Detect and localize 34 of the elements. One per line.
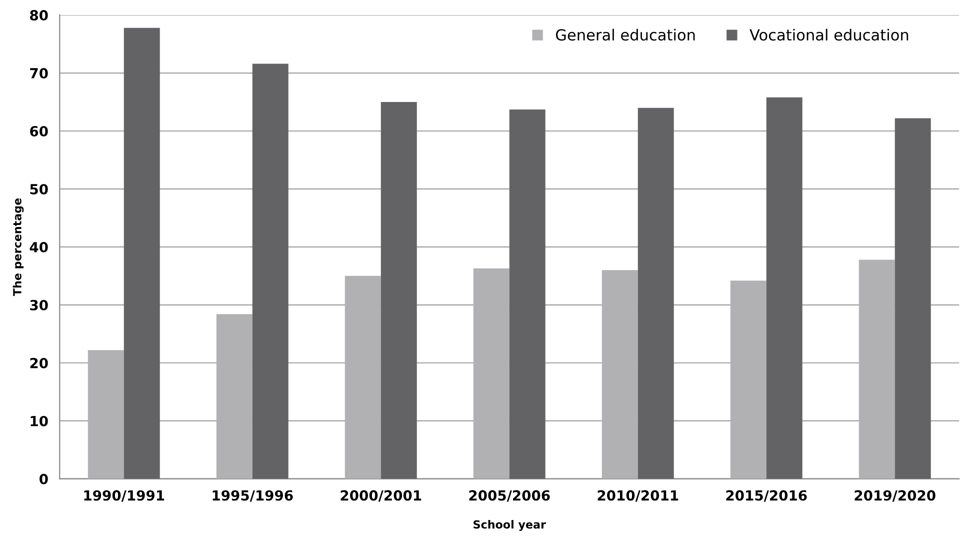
bar: [858, 260, 895, 479]
x-tick-label: 2005/2006: [469, 490, 550, 502]
bar: [380, 102, 417, 479]
x-tick-label: 2019/2020: [854, 490, 936, 502]
y-tick-label: 0: [40, 474, 48, 484]
bar: [509, 110, 546, 479]
legend-label: Vocational education: [750, 28, 908, 41]
bar: [124, 28, 160, 479]
x-tick-label: 1990/1991: [84, 490, 164, 502]
x-tick-label: 2000/2001: [340, 490, 422, 502]
y-tick-label: 70: [30, 68, 48, 79]
y-tick-label: 30: [30, 300, 48, 310]
x-tick-label: 2010/2011: [598, 490, 678, 502]
bar: [344, 276, 381, 479]
y-axis-title: The percentage: [12, 198, 24, 296]
bar: [894, 118, 931, 479]
bar: [216, 314, 252, 479]
x-tick-label: 1995/1996: [212, 490, 293, 502]
bar: [252, 64, 288, 479]
bar: [730, 280, 766, 479]
y-tick-label: 80: [30, 10, 48, 21]
bar: [88, 350, 124, 479]
y-tick-label: 40: [30, 242, 48, 252]
bar: [766, 97, 802, 479]
bar: [638, 108, 674, 479]
bar: [473, 268, 510, 479]
x-axis-title: School year: [474, 520, 546, 531]
x-tick-label: 2015/2016: [726, 490, 807, 502]
bar: [602, 270, 638, 479]
legend-label: General education: [556, 28, 695, 41]
y-tick-label: 10: [30, 416, 48, 426]
y-tick-label: 50: [30, 184, 48, 194]
y-tick-label: 60: [30, 126, 48, 136]
y-tick-label: 20: [30, 358, 48, 368]
